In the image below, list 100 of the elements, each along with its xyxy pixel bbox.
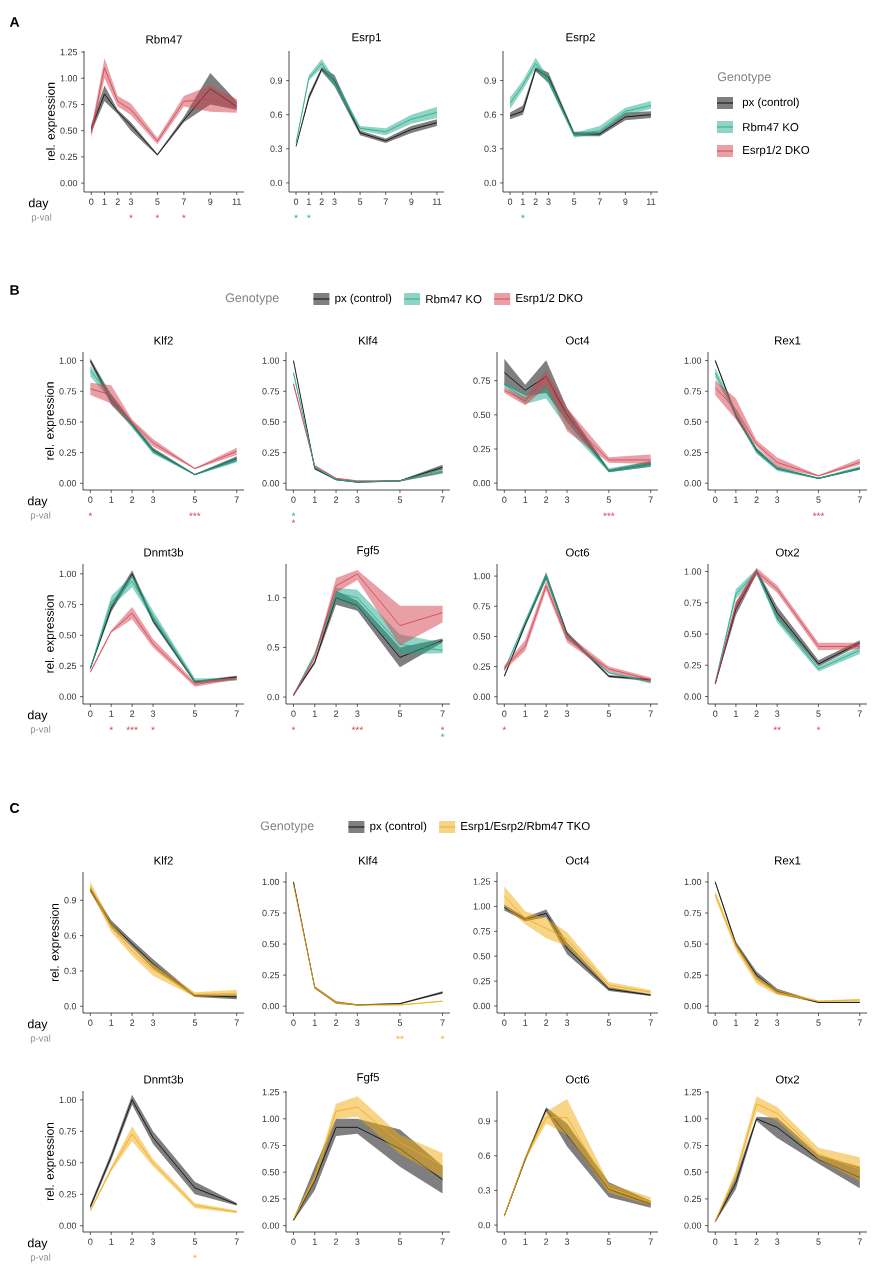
x-tick-label: 1	[312, 1019, 317, 1026]
x-tick-label: 2	[334, 1019, 339, 1026]
y-tick-label: 0.25	[684, 449, 702, 456]
y-tick-label: 0.25	[59, 1191, 77, 1198]
chart-title: Oct6	[565, 1075, 590, 1084]
text: C	[10, 803, 20, 813]
y-axis-title: rel. expression	[46, 82, 58, 161]
x-tick-label: 0	[502, 1238, 507, 1245]
y-tick-label: 0.50	[684, 940, 702, 948]
x-tick-label: 7	[648, 496, 653, 503]
chart-title: Oct4	[565, 856, 590, 865]
x-axis-title: day	[27, 1238, 48, 1250]
x-tick-label: 11	[432, 198, 442, 205]
x-tick-label: 7	[234, 1019, 239, 1026]
x-tick-label: 3	[775, 710, 780, 717]
x-tick-label: 7	[440, 710, 445, 717]
text: p-val	[30, 1034, 51, 1044]
x-tick-label: 5	[397, 1019, 403, 1026]
text: **	[396, 1035, 404, 1040]
y-tick-label: 1.00	[60, 75, 78, 82]
x-tick-label: 5	[397, 710, 403, 717]
y-tick-label: 0.75	[473, 928, 491, 935]
y-tick-label: 0.00	[684, 1003, 702, 1010]
x-tick-label: 2	[130, 1238, 135, 1245]
x-tick-label: 2	[319, 198, 324, 205]
x-tick-label: 5	[816, 1238, 821, 1245]
y-tick-label: 1.25	[473, 878, 491, 885]
y-tick-label: 0.50	[59, 418, 77, 426]
x-tick-label: 1	[734, 1019, 738, 1026]
chart-title: Otx2	[775, 548, 800, 557]
y-tick-label: 0.75	[59, 388, 77, 395]
y-tick-label: 0.6	[64, 932, 77, 939]
x-tick-label: 2	[334, 496, 339, 503]
y-tick-label: 0.50	[684, 418, 702, 426]
legend-label: Esrp1/2 DKO	[743, 145, 810, 157]
x-axis-title: day	[27, 496, 48, 508]
y-tick-label: 0.75	[684, 909, 702, 917]
x-tick-label: 2	[754, 1019, 759, 1026]
y-tick-label: 0.3	[64, 967, 77, 975]
text: *	[193, 1254, 197, 1259]
y-tick-label: 1.25	[60, 48, 78, 56]
x-tick-label: 0	[502, 1019, 507, 1026]
y-tick-label: 0.00	[684, 480, 702, 487]
y-tick-label: 0.75	[59, 601, 77, 608]
y-tick-label: 0.0	[484, 179, 497, 187]
x-tick-label: 11	[232, 198, 241, 205]
text: *	[155, 214, 160, 219]
y-tick-label: 1.00	[684, 878, 702, 886]
x-tick-label: 5	[571, 198, 577, 205]
x-tick-label: 7	[234, 710, 239, 717]
y-tick-label: 1.0	[267, 594, 280, 601]
text: p-val	[31, 213, 52, 223]
legend-label: Rbm47 KO	[743, 122, 799, 132]
x-tick-label: 3	[564, 1238, 570, 1245]
x-tick-label: 0	[293, 198, 299, 205]
text: *	[291, 726, 296, 731]
y-tick-label: 0.6	[478, 1152, 491, 1159]
x-tick-label: 1	[102, 198, 107, 205]
y-tick-label: 0.25	[684, 971, 702, 979]
legend-label: Esrp1/Esrp2/Rbm47 TKO	[461, 821, 590, 833]
text: *	[440, 1035, 445, 1040]
legend-label: px (control)	[335, 293, 392, 305]
chart-title: Oct6	[565, 548, 590, 557]
x-tick-label: 2	[544, 1019, 549, 1026]
x-tick-label: 0	[507, 198, 513, 205]
y-tick-label: 0.25	[59, 449, 77, 456]
x-tick-label: 0	[89, 198, 94, 205]
text: *	[440, 733, 445, 738]
text: *	[440, 726, 445, 731]
y-tick-label: 0.9	[484, 77, 497, 84]
y-tick-label: 1.00	[262, 878, 280, 886]
x-tick-label: 2	[754, 496, 759, 503]
x-tick-label: 0	[88, 1019, 93, 1026]
y-tick-label: 1.00	[473, 903, 491, 910]
x-tick-label: 5	[606, 1019, 611, 1026]
chart-title: Rex1	[775, 336, 801, 345]
y-tick-label: 0.25	[262, 1195, 280, 1203]
x-tick-label: 7	[857, 1019, 862, 1026]
y-tick-label: 0.00	[262, 1222, 280, 1229]
x-tick-label: 3	[775, 1238, 780, 1245]
x-tick-label: 3	[355, 1019, 360, 1026]
y-tick-label: 0.0	[270, 179, 283, 187]
text: ***	[351, 726, 364, 731]
y-tick-label: 0.9	[270, 77, 283, 84]
chart-title: Esrp1	[352, 33, 381, 44]
chart-title: Rex1	[775, 856, 801, 865]
y-tick-label: 0.00	[684, 693, 702, 700]
x-tick-label: 1	[312, 710, 317, 717]
x-tick-label: 1	[109, 1019, 114, 1026]
x-tick-label: 3	[564, 710, 570, 717]
x-tick-label: 5	[816, 710, 821, 717]
chart-title: Otx2	[775, 1075, 800, 1084]
x-tick-label: 7	[181, 198, 186, 205]
x-tick-label: 7	[857, 710, 862, 717]
x-tick-label: 7	[440, 1238, 445, 1245]
y-tick-label: 0.00	[60, 179, 78, 187]
x-tick-label: 1	[312, 496, 317, 503]
y-axis-title: rel. expression	[45, 382, 57, 460]
x-axis-title: day	[28, 198, 49, 210]
x-tick-label: 2	[544, 710, 549, 717]
